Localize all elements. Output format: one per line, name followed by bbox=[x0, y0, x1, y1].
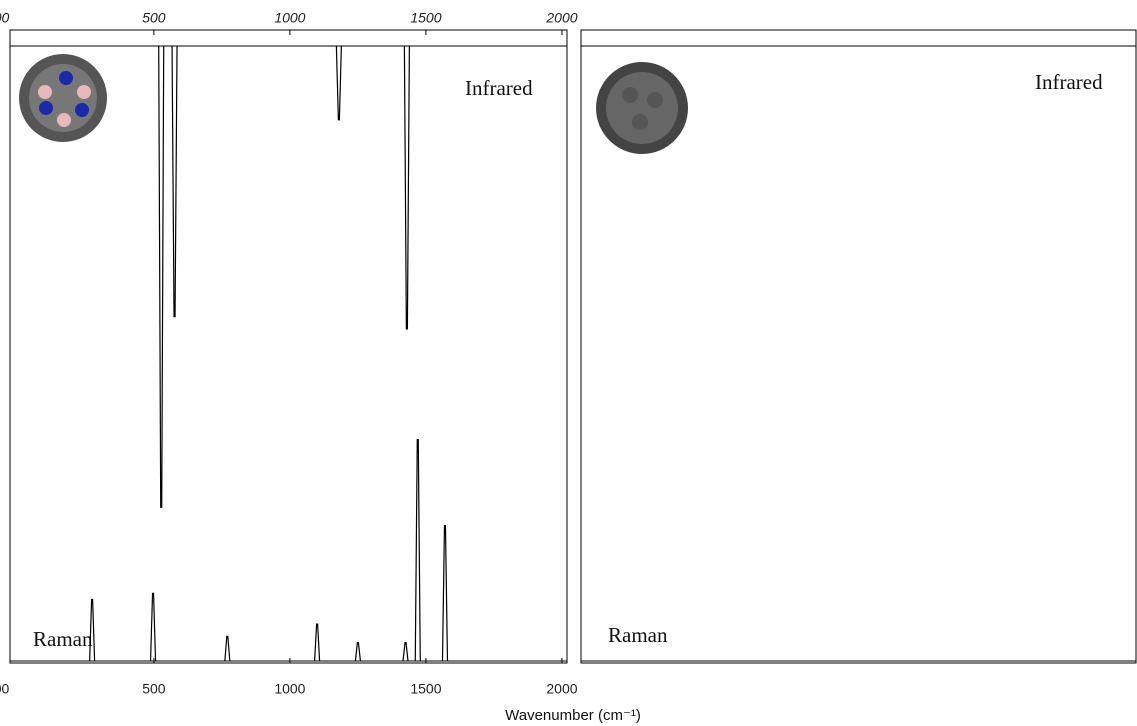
atom-b bbox=[38, 85, 52, 99]
series-label: Raman bbox=[33, 627, 93, 651]
raman-band bbox=[89, 598, 96, 662]
raman-band bbox=[149, 592, 157, 662]
x-tick-label-top: 2000 bbox=[545, 10, 577, 26]
x-tick-label-top: 500 bbox=[142, 10, 166, 26]
atom-c bbox=[632, 114, 648, 130]
plot-frame bbox=[9, 29, 568, 664]
series-label: Raman bbox=[608, 623, 668, 647]
atom-n bbox=[59, 71, 73, 85]
atom-n bbox=[75, 103, 89, 117]
atom-c bbox=[647, 92, 663, 108]
atom-b bbox=[77, 85, 91, 99]
x-axis-label: Wavenumber (cm⁻¹) bbox=[505, 707, 641, 724]
molecule-icon bbox=[19, 54, 107, 142]
x-tick-label: 2000 bbox=[0, 681, 10, 697]
x-tick-label-top: 1500 bbox=[410, 10, 441, 26]
molecule-icon bbox=[596, 62, 688, 154]
ir-band bbox=[171, 45, 178, 318]
fullerene-inner bbox=[606, 72, 678, 144]
atom-b bbox=[57, 113, 71, 127]
x-tick-label-top: 1000 bbox=[274, 10, 305, 26]
raman-band bbox=[414, 439, 421, 662]
raman-band bbox=[224, 635, 231, 662]
x-tick-label-top: 2000 bbox=[0, 10, 10, 26]
plot-frame bbox=[580, 29, 1137, 664]
ir-band bbox=[403, 45, 410, 330]
series-label: Infrared bbox=[465, 76, 533, 100]
raman-band bbox=[354, 641, 362, 662]
x-tick-label: 500 bbox=[142, 681, 166, 697]
x-tick-label: 2000 bbox=[546, 681, 577, 697]
raman-band bbox=[314, 623, 321, 662]
ir-band bbox=[335, 45, 342, 121]
x-tick-label: 1000 bbox=[274, 681, 305, 697]
series-label: Infrared bbox=[1035, 70, 1103, 94]
ir-band bbox=[158, 45, 165, 508]
x-tick-label: 1500 bbox=[410, 681, 441, 697]
raman-band bbox=[441, 525, 449, 662]
atom-c bbox=[622, 87, 638, 103]
atom-n bbox=[39, 101, 53, 115]
raman-band bbox=[402, 641, 409, 662]
